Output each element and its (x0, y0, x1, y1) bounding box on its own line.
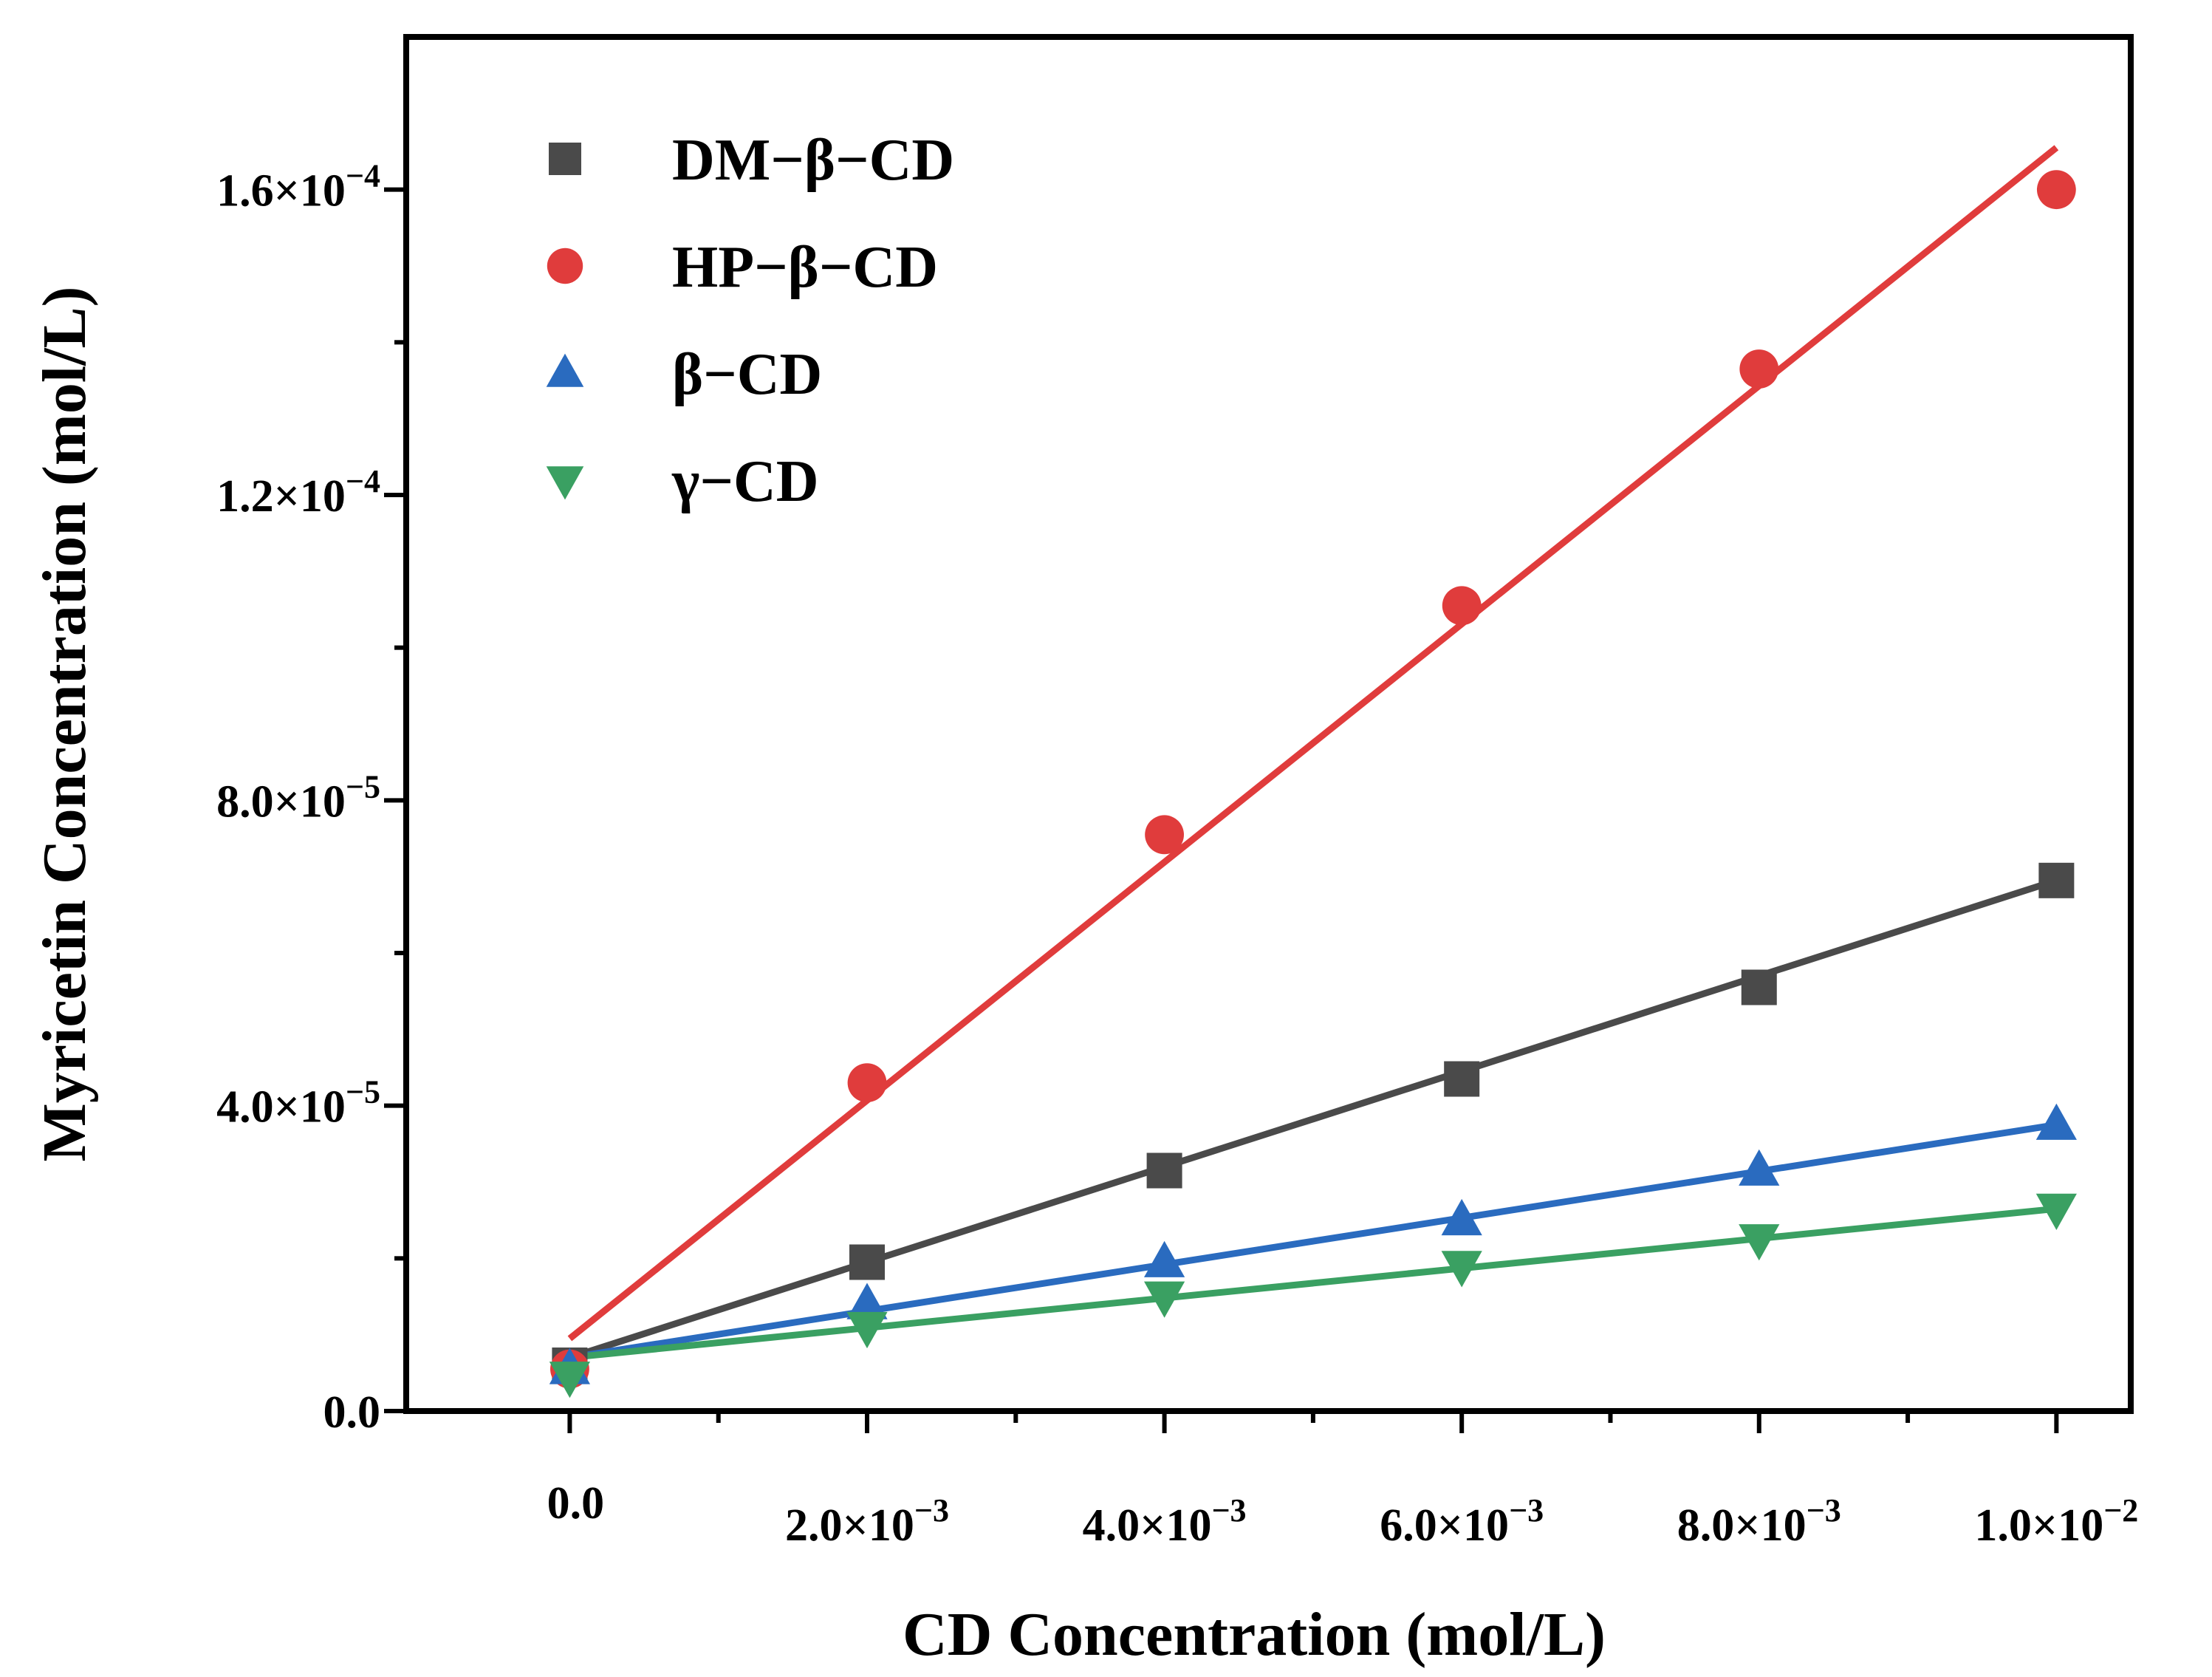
gamma-cd-legend-label: γ−CD (671, 449, 819, 514)
dm-beta-cd-point (849, 1244, 886, 1280)
gamma-cd-point (1143, 1281, 1185, 1318)
y-tick-label: 0.0 (323, 1387, 381, 1438)
beta-cd-point (1441, 1198, 1482, 1236)
dm-beta-cd-point (2038, 862, 2075, 898)
gamma-cd-point (846, 1311, 888, 1349)
y-tick-label: 1.6×10−4 (216, 158, 380, 216)
gamma-cd-legend-marker (546, 466, 584, 500)
dm-beta-cd-point (1741, 969, 1777, 1005)
beta-cd-point (1739, 1149, 1780, 1186)
legend: DM−β−CD HP−β−CD β−CD γ−CD (546, 128, 954, 514)
x-axis: 0.0 2.0×10−3 4.0×10−3 6.0×10−3 8.0×10−3 1.0×1… (547, 1411, 2138, 1551)
plot-frame (403, 34, 2134, 1414)
beta-cd-fit-line (569, 1121, 2058, 1362)
hp-beta-cd-point (1145, 815, 1184, 855)
y-axis: 0.0 4.0×10−5 8.0×10−5 1.2×10−4 1.6×10−4 (216, 158, 406, 1438)
dm-beta-cd-point (1146, 1152, 1182, 1189)
hp-beta-cd-legend-label: HP−β−CD (672, 235, 938, 300)
hp-beta-cd-point (1739, 349, 1779, 389)
data-markers (549, 170, 2077, 1398)
gamma-cd-point (2035, 1193, 2077, 1230)
hp-beta-cd-fit-line (567, 145, 2059, 1342)
beta-cd-legend-marker (546, 353, 584, 387)
beta-cd-point (2035, 1103, 2077, 1140)
x-axis-title: CD Concentration (mol/L) (903, 1600, 1606, 1669)
hp-beta-cd-legend-marker (547, 247, 583, 284)
gamma-cd-point (1441, 1251, 1482, 1288)
hp-beta-cd-point (847, 1063, 887, 1103)
gamma-cd-point (549, 1362, 591, 1398)
dm-beta-cd-legend-label: DM−β−CD (672, 128, 954, 193)
x-tick-label: 8.0×10−3 (1677, 1492, 1841, 1551)
beta-cd-point (1143, 1240, 1185, 1277)
gamma-cd-fit-line (569, 1205, 2057, 1362)
dm-beta-cd-fit-line (569, 877, 2058, 1361)
fit-lines (567, 145, 2059, 1362)
gamma-cd-point (1739, 1224, 1780, 1261)
dm-beta-cd-point (1444, 1061, 1480, 1097)
y-tick-label: 4.0×10−5 (216, 1074, 380, 1133)
hp-beta-cd-point (1442, 586, 1482, 626)
x-tick-label: 6.0×10−3 (1380, 1492, 1544, 1551)
dm-beta-cd-legend-marker (549, 143, 581, 175)
x-tick-label: 1.0×10−2 (1974, 1492, 2138, 1551)
y-tick-label: 8.0×10−5 (216, 768, 380, 827)
y-tick-label: 1.2×10−4 (216, 463, 380, 522)
y-axis-title: Myricetin Concentration (mol/L) (30, 286, 99, 1161)
beta-cd-legend-label: β−CD (672, 342, 822, 407)
x-tick-label: 4.0×10−3 (1083, 1492, 1247, 1551)
x-tick-label: 2.0×10−3 (785, 1492, 949, 1551)
x-tick-label: 0.0 (547, 1478, 605, 1529)
hp-beta-cd-point (2036, 170, 2076, 210)
beta-cd-point (846, 1282, 888, 1319)
